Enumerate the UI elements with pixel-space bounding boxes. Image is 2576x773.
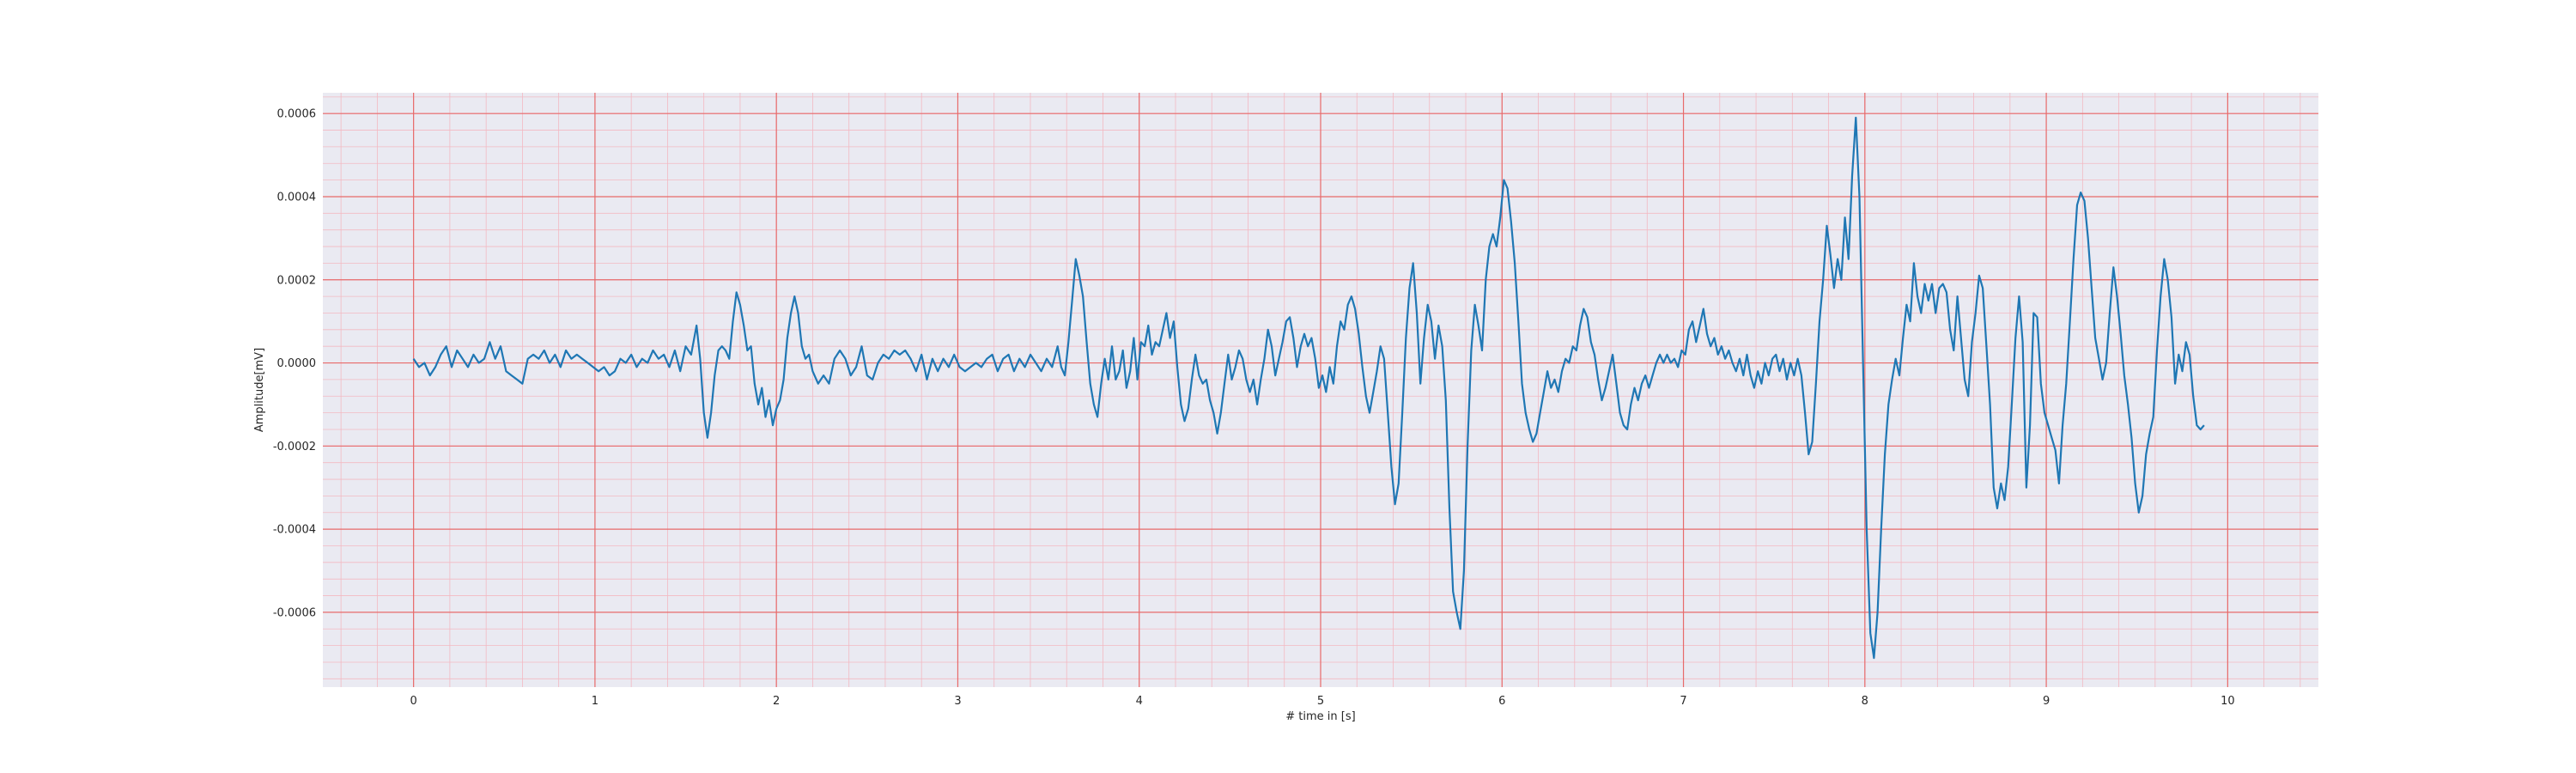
y-axis-ticks: -0.0006 -0.0004 -0.0002 0.0000 0.0002 0.0004 0… (273, 108, 316, 620)
x-tick-label: 8 (1862, 695, 1868, 708)
x-tick-label: 4 (1136, 695, 1143, 708)
series-line (412, 116, 2205, 660)
x-axis-ticks: 0 1 2 3 4 5 6 7 8 9 10 (410, 695, 2234, 708)
x-tick-label: 1 (592, 695, 598, 708)
y-axis-label: Amplitude[mV] (253, 348, 266, 432)
x-tick-label: 10 (2221, 695, 2235, 708)
x-tick-label: 2 (773, 695, 780, 708)
x-tick-label: 5 (1317, 695, 1324, 708)
x-tick-label: 3 (954, 695, 961, 708)
y-tick-label: 0.0000 (277, 357, 317, 370)
y-tick-label: 0.0006 (277, 108, 317, 121)
y-tick-label: -0.0006 (273, 606, 316, 619)
x-tick-label: 9 (2043, 695, 2050, 708)
x-tick-label: 7 (1680, 695, 1686, 708)
major-grid (323, 93, 2318, 687)
y-tick-label: 0.0002 (277, 274, 317, 287)
y-tick-label: -0.0002 (273, 441, 316, 453)
y-tick-label: -0.0004 (273, 524, 316, 537)
series-layer (412, 116, 2205, 660)
x-tick-label: 6 (1498, 695, 1505, 708)
y-tick-label: 0.0004 (277, 191, 317, 204)
x-tick-label: 0 (410, 695, 416, 708)
x-axis-label: # time in [s] (1285, 710, 1355, 723)
